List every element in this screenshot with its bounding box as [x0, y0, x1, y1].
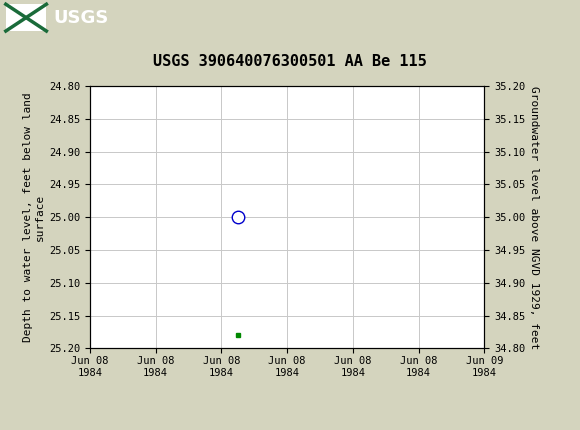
Text: USGS: USGS	[53, 9, 108, 27]
Text: USGS 390640076300501 AA Be 115: USGS 390640076300501 AA Be 115	[153, 54, 427, 69]
Y-axis label: Groundwater level above NGVD 1929, feet: Groundwater level above NGVD 1929, feet	[530, 86, 539, 349]
Legend: Period of approved data: Period of approved data	[190, 429, 385, 430]
Y-axis label: Depth to water level, feet below land
surface: Depth to water level, feet below land su…	[23, 92, 45, 342]
Bar	[6, 4, 46, 31]
